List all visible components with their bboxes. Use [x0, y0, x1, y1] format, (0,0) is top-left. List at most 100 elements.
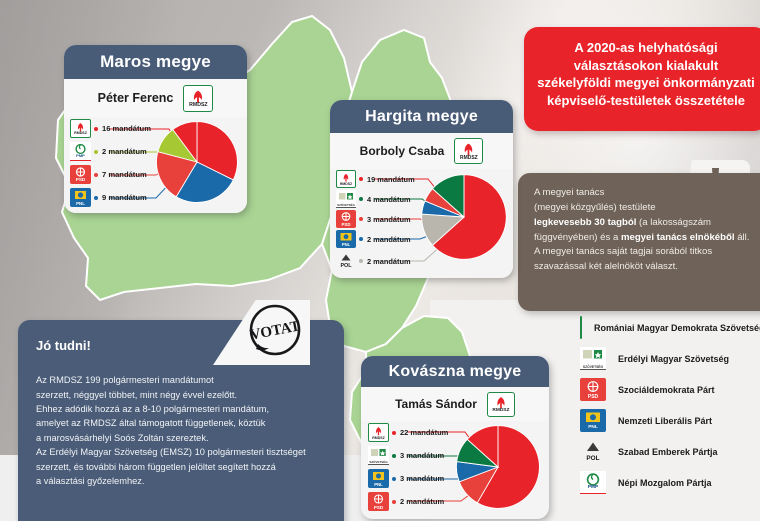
- legend-dot: [94, 172, 98, 177]
- county-leader-maros: Péter Ferenc RMDSZ: [64, 79, 247, 117]
- good-to-know-line: Ehhez adódik hozzá az a 8-10 polgármeste…: [36, 403, 270, 414]
- party-logo-caption: PNL: [588, 425, 598, 431]
- good-to-know-line: a választási győzelemhez.: [36, 475, 145, 486]
- good-to-know-line: Az Erdélyi Magyar Szövetség (EMSZ) 10 po…: [36, 447, 306, 458]
- good-to-know-line: amelyet az RMDSZ által támogatott függet…: [36, 418, 266, 429]
- party-logo-caption: RMDSZ: [372, 435, 385, 440]
- party-logo-pmp: PMP: [580, 471, 606, 494]
- party-logo-caption: PSD: [373, 504, 384, 510]
- county-title-kovaszna: Kovászna megye: [361, 356, 549, 387]
- party-logo-caption: POL: [340, 262, 352, 269]
- pie-chart-maros: [156, 121, 238, 203]
- legend-dot: [392, 430, 396, 435]
- legend-item-label: Romániai Magyar Demokrata Szövetség: [594, 322, 760, 333]
- party-logo-emsz: SZÖVETSÉG: [580, 347, 606, 370]
- county-leader-kovaszna: Tamás Sándor RMDSZ: [361, 387, 549, 421]
- pie-chart-hargita: [421, 174, 507, 260]
- party-logo-emsz: SZÖVETSÉG: [336, 190, 356, 208]
- party-logo-pol: POL: [580, 440, 606, 463]
- county-card-hargita: Hargita megye Borboly Csaba RMDSZ: [330, 100, 513, 278]
- legend-dot: [392, 476, 396, 481]
- seat-label: 2 mandátum: [102, 147, 147, 156]
- county-title-maros: Maros megye: [64, 45, 247, 79]
- info-line: A megyei tanács saját tagjai sorából tit…: [534, 246, 713, 258]
- info-line: A megyei tanács: [534, 187, 605, 198]
- party-logo-caption: PNL: [341, 241, 351, 247]
- good-to-know-line: szerzett, és további három független jel…: [36, 461, 276, 472]
- pie-legend-row-emsz: SZÖVETSÉG 3 mandátum: [368, 446, 444, 465]
- pie-legend-row-psd: PSD 3 mandátum: [336, 210, 411, 228]
- party-logo-rmdsz: RMDSZ: [70, 119, 91, 138]
- seat-label: 3 mandátum: [400, 451, 445, 460]
- legend-item-label: Erdélyi Magyar Szövetség: [618, 353, 730, 364]
- party-logo-caption: POL: [586, 454, 600, 462]
- headline-line: választásokon kialakult: [573, 57, 719, 73]
- legend-dot: [359, 259, 363, 263]
- county-leader-hargita: Borboly Csaba RMDSZ: [330, 133, 513, 169]
- party-logo-caption: PSD: [341, 221, 351, 227]
- party-logo-pnl: PNL: [580, 409, 606, 432]
- pie-legend-row-rmdsz: RMDSZ 22 mandátum: [368, 423, 448, 442]
- party-logo-rmdsz: RMDSZ: [580, 316, 582, 339]
- county-chart-hargita: RMDSZ 19 mandátum SZÖVETSÉG 4 mandátum: [330, 169, 513, 278]
- party-logo-pnl: PNL: [70, 188, 91, 207]
- pie-legend-row-rmdsz: RMDSZ 16 mandátum: [70, 119, 151, 138]
- party-logo-caption: SZÖVETSÉG: [369, 460, 388, 464]
- info-line: legkevesebb 30 tagból (a lakosságszám: [534, 216, 712, 228]
- info-line: (megyei közgyűlés) testülete: [534, 201, 656, 213]
- county-title-hargita: Hargita megye: [330, 100, 513, 133]
- legend-item-label: Szabad Emberek Pártja: [618, 446, 718, 457]
- legend-item-emsz: SZÖVETSÉG Erdélyi Magyar Szövetség: [580, 343, 760, 374]
- seat-label: 3 mandátum: [367, 214, 411, 224]
- pie-legend-row-rmdsz: RMDSZ 19 mandátum: [336, 170, 415, 188]
- party-logo-pnl: PNL: [336, 230, 356, 248]
- legend-item-pol: POL Szabad Emberek Pártja: [580, 436, 760, 467]
- good-to-know-line: szerzett, néggyel többet, mint négy évve…: [36, 389, 238, 400]
- headline-line: székelyföldi megyei önkormányzati: [537, 75, 755, 91]
- pie-legend-row-pmp: PMP 2 mandátum: [70, 142, 147, 161]
- party-logo-pol: POL: [336, 252, 356, 270]
- pie-legend-row-pnl: PNL 2 mandátum: [336, 230, 411, 248]
- party-logo-caption: RMDSZ: [492, 407, 510, 413]
- pie-legend-row-pol: POL 2 mandátum: [336, 252, 411, 270]
- party-logo-caption: PSD: [587, 394, 599, 400]
- votat-stamp-icon: VOTAT: [249, 304, 302, 356]
- legend-item-pnl: PNL Nemzeti Liberális Párt: [580, 405, 760, 436]
- seat-label: 2 mandátum: [367, 234, 411, 244]
- party-logo-caption: RMDSZ: [459, 155, 478, 161]
- county-chart-maros: RMDSZ 16 mandátum PMP 2 mandátum: [64, 117, 247, 213]
- info-line: szavazással két alelnököt választ.: [534, 261, 678, 273]
- legend-item-rmdsz: RMDSZ Romániai Magyar Demokrata Szövetsé…: [580, 312, 760, 343]
- legend-item-label: Nemzeti Liberális Párt: [618, 415, 713, 426]
- party-logo-rmdsz: RMDSZ: [486, 391, 515, 417]
- legend-dot: [359, 217, 363, 221]
- seat-label: 22 mandátum: [400, 428, 449, 437]
- party-logo-pnl: PNL: [368, 469, 389, 488]
- pie-legend-row-emsz: SZÖVETSÉG 4 mandátum: [336, 190, 411, 208]
- party-logo-caption: RMDSZ: [189, 102, 208, 109]
- pie-legend-row-pnl: PNL 9 mandátum: [70, 188, 147, 207]
- good-to-know-line: a marosvásárhelyi Soós Zoltán szereztek.: [36, 432, 209, 443]
- legend-item-psd: PSD Szociáldemokrata Párt: [580, 374, 760, 405]
- party-logo-psd: PSD: [336, 210, 356, 228]
- party-logo-psd: PSD: [368, 492, 389, 511]
- seat-label: 3 mandátum: [400, 474, 445, 483]
- legend-dot: [94, 195, 98, 200]
- party-logo-rmdsz: RMDSZ: [454, 138, 484, 164]
- party-logo-caption: RMDSZ: [74, 131, 87, 136]
- party-logo-psd: PSD: [70, 165, 91, 184]
- legend-dot: [359, 237, 363, 241]
- party-logo-rmdsz: RMDSZ: [368, 423, 389, 442]
- party-logo-pmp: PMP: [70, 142, 91, 161]
- legend-dot: [94, 149, 98, 154]
- seat-label: 19 mandátum: [367, 174, 415, 184]
- legend-dot: [392, 499, 396, 504]
- party-logo-caption: PNL: [76, 200, 85, 206]
- seat-label: 2 mandátum: [400, 497, 445, 506]
- party-logo-caption: SZÖVETSÉG: [337, 203, 355, 208]
- legend-item-label: Népi Mozgalom Pártja: [618, 477, 712, 488]
- county-council-info-box: A megyei tanács (megyei közgyűlés) testü…: [518, 173, 760, 311]
- legend-dot: [94, 126, 98, 131]
- party-logo-caption: PNL: [374, 481, 383, 487]
- headline-callout: A 2020-as helyhatósági választásokon kia…: [524, 27, 760, 131]
